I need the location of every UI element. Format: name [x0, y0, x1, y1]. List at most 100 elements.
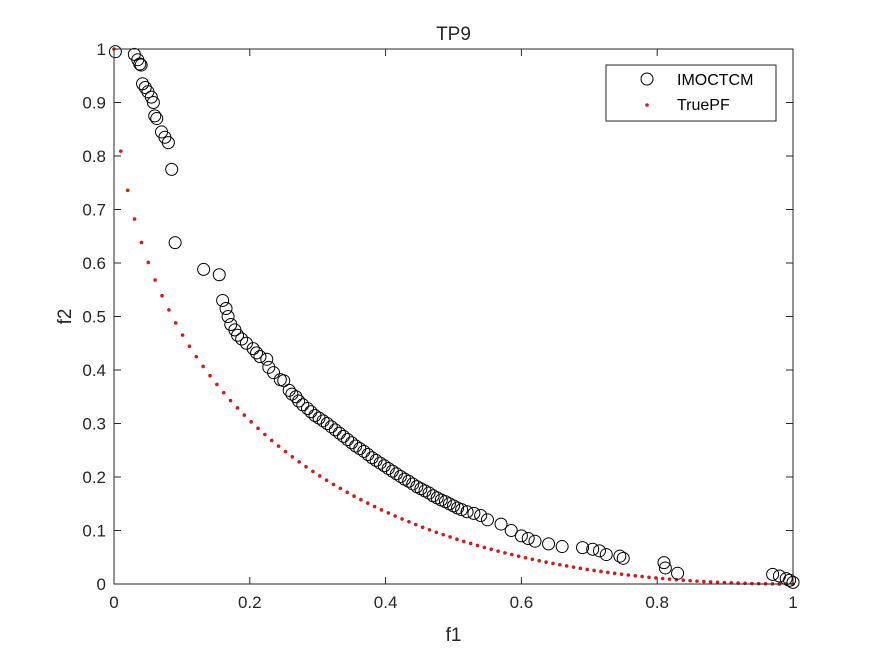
y-tick-label: 0.8 — [82, 147, 106, 166]
truepf-point — [564, 564, 569, 568]
chart-title: TP9 — [436, 24, 471, 45]
imoctcm-point — [337, 429, 351, 443]
truepf-point — [482, 545, 487, 550]
y-tick-label: 0.6 — [82, 254, 106, 273]
truepf-point — [695, 579, 699, 583]
truepf-point — [256, 426, 260, 431]
truepf-point — [338, 486, 343, 491]
y-axis-label: f2 — [55, 309, 76, 325]
truepf-point — [647, 575, 651, 580]
imoctcm-point — [277, 374, 291, 388]
truepf-point — [400, 517, 404, 521]
truepf-point — [743, 581, 747, 586]
imoctcm-point — [514, 529, 528, 543]
imoctcm-point — [480, 513, 494, 527]
y-tick-label: 0.3 — [82, 415, 106, 434]
truepf-point — [551, 561, 555, 566]
truepf-point — [345, 490, 349, 495]
truepf-point — [119, 149, 123, 153]
truepf-point — [702, 579, 706, 584]
series-imoctcm — [108, 45, 800, 589]
x-tick-label: 0.2 — [238, 593, 262, 612]
truepf-point — [386, 511, 391, 515]
truepf-point — [311, 469, 315, 474]
truepf-point — [434, 530, 439, 535]
truepf-point — [715, 580, 720, 585]
y-tick-label: 0.5 — [82, 308, 106, 327]
truepf-point — [407, 520, 411, 524]
x-tick-label: 0.8 — [645, 593, 669, 612]
imoctcm-point — [148, 109, 162, 123]
truepf-point — [146, 260, 151, 265]
truepf-point — [612, 571, 617, 576]
truepf-point — [242, 413, 247, 417]
truepf-point — [619, 572, 624, 576]
truepf-point — [187, 344, 192, 349]
imoctcm-point — [328, 423, 342, 437]
legend: IMOCTCM TruePF — [605, 64, 777, 122]
imoctcm-point — [332, 426, 346, 440]
truepf-point — [509, 552, 514, 557]
truepf-point — [606, 570, 610, 575]
truepf-point — [167, 308, 171, 312]
imoctcm-point — [599, 548, 613, 562]
truepf-point — [489, 547, 494, 552]
imoctcm-point — [422, 486, 436, 500]
imoctcm-point — [341, 433, 355, 447]
x-tick-label: 0 — [109, 593, 118, 612]
imoctcm-point — [586, 542, 600, 556]
imoctcm-point — [494, 517, 508, 531]
imoctcm-point — [301, 402, 315, 416]
truepf-point — [571, 565, 576, 569]
imoctcm-point — [504, 524, 518, 537]
imoctcm-point — [235, 332, 249, 346]
truepf-point — [640, 574, 644, 579]
truepf-point — [461, 539, 466, 544]
truepf-point — [372, 504, 377, 509]
truepf-point — [592, 568, 596, 573]
imoctcm-point — [165, 162, 179, 176]
truepf-point — [379, 508, 384, 512]
truepf-point — [276, 444, 281, 448]
legend-marker-imoctcm — [640, 72, 654, 86]
imoctcm-point — [161, 136, 175, 150]
imoctcm-point — [783, 573, 797, 587]
y-tick-label: 0.1 — [82, 522, 106, 541]
truepf-point — [475, 543, 480, 548]
imoctcm-point — [246, 342, 260, 356]
imoctcm-point — [150, 112, 164, 126]
imoctcm-point — [613, 549, 627, 563]
plot-area-background — [114, 49, 793, 584]
imoctcm-point — [216, 293, 230, 307]
truepf-point — [221, 390, 226, 395]
imoctcm-point — [144, 90, 158, 104]
truepf-point — [537, 558, 542, 563]
imoctcm-point — [320, 417, 334, 430]
y-tick-label: 0.2 — [82, 468, 106, 487]
truepf-point — [331, 482, 336, 487]
truepf-point — [578, 566, 583, 571]
truepf-point — [215, 382, 219, 387]
truepf-point — [194, 354, 199, 359]
truepf-point — [455, 537, 459, 542]
imoctcm-point — [542, 537, 556, 551]
imoctcm-point — [231, 328, 245, 342]
truepf-point — [626, 573, 631, 577]
legend-label-imoctcm: IMOCTCM — [677, 72, 753, 89]
imoctcm-point — [521, 532, 535, 546]
imoctcm-point — [296, 398, 310, 412]
imoctcm-point — [197, 262, 211, 276]
imoctcm-point — [671, 566, 685, 580]
truepf-point — [654, 576, 658, 580]
plot-area-border — [113, 48, 794, 585]
imoctcm-point — [555, 540, 569, 554]
imoctcm-point — [658, 561, 672, 575]
truepf-point — [468, 541, 473, 546]
imoctcm-point — [239, 336, 253, 350]
series-truepf — [112, 47, 795, 586]
imoctcm-point — [406, 477, 420, 491]
truepf-point — [352, 494, 356, 498]
x-tick-label: 0.6 — [510, 593, 534, 612]
imoctcm-point — [460, 505, 474, 519]
